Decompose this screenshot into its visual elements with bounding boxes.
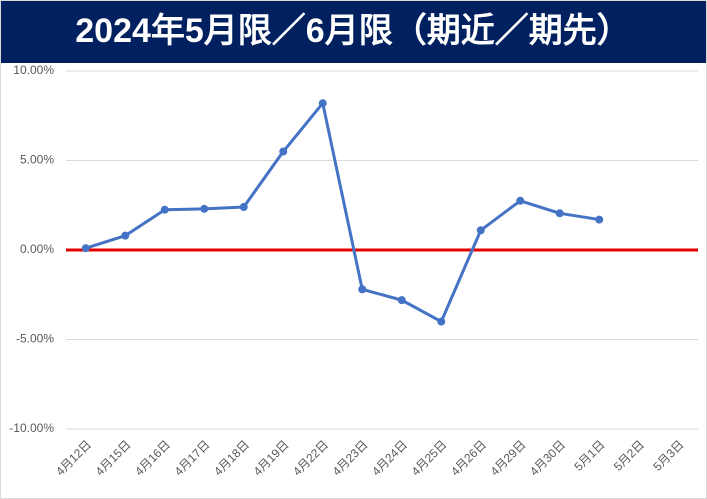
data-point xyxy=(318,99,327,108)
data-point xyxy=(555,209,564,218)
y-tick-label: 5.00% xyxy=(20,153,54,167)
data-point xyxy=(516,196,525,205)
data-point xyxy=(358,285,367,294)
data-point xyxy=(397,296,406,305)
data-point xyxy=(437,317,446,326)
y-tick-label: -5.00% xyxy=(16,332,54,346)
data-point xyxy=(121,231,130,240)
data-point xyxy=(476,226,485,235)
y-tick-label: -10.00% xyxy=(9,421,54,435)
data-point xyxy=(81,244,90,253)
data-point xyxy=(279,147,288,156)
data-point xyxy=(595,215,604,224)
data-point xyxy=(239,203,248,212)
chart-title: 2024年5月限／6月限（期近／期先） xyxy=(75,11,630,50)
title-banner xyxy=(1,1,706,63)
data-point xyxy=(160,205,169,214)
series-line xyxy=(85,101,600,324)
y-tick-label: 0.00% xyxy=(20,242,54,256)
y-tick-label: 10.00% xyxy=(13,63,54,77)
data-point xyxy=(200,204,209,213)
